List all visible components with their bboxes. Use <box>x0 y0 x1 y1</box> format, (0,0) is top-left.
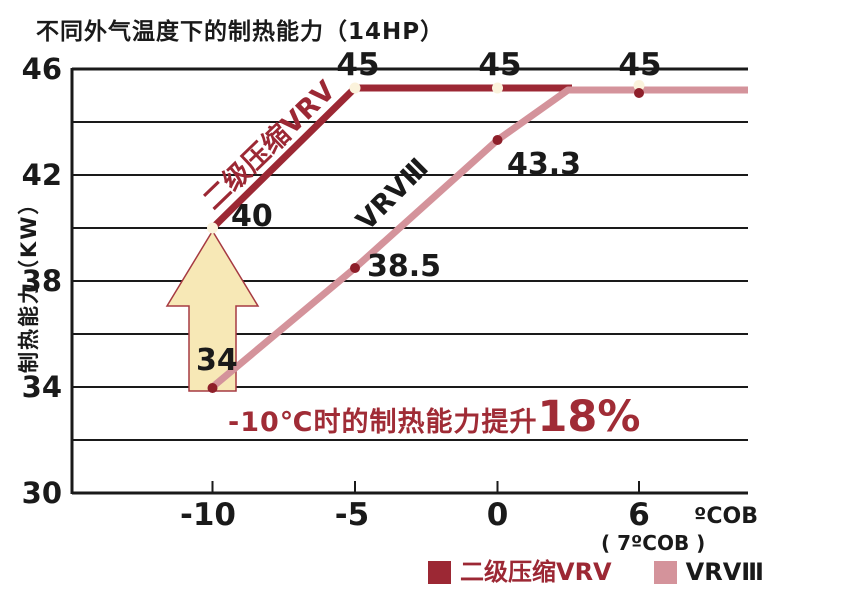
x-axis-note: ( 7ºCOB ) <box>601 531 706 555</box>
x-axis-unit: ºCOB <box>694 504 759 529</box>
y-tick-30: 30 <box>21 476 62 510</box>
legend-label-dark: 二级压缩VRV <box>460 558 612 586</box>
cream-marker-2 <box>492 82 503 94</box>
x-tick-neg5: -5 <box>334 497 370 533</box>
legend-swatch-dark-icon <box>428 560 451 584</box>
y-tick-38: 38 <box>21 264 62 298</box>
x-tick-6: 6 <box>628 497 650 533</box>
legend-item-dark: 二级压缩VRV <box>428 560 612 584</box>
cream-marker-1 <box>349 82 361 94</box>
legend: 二级压缩VRV VRVⅢ <box>428 560 764 584</box>
legend-item-pink: VRVⅢ <box>653 558 764 586</box>
point-label-45-6: 45 <box>618 47 662 83</box>
dark-marker-2 <box>492 135 503 145</box>
point-label-43-3: 43.3 <box>507 147 582 182</box>
point-label-34: 34 <box>196 343 238 378</box>
point-label-45-neg5: 45 <box>336 47 380 83</box>
point-label-38-5: 38.5 <box>367 249 442 284</box>
cream-marker-3 <box>633 80 645 91</box>
dark-marker-0 <box>207 383 218 393</box>
point-label-40: 40 <box>231 199 273 234</box>
annotation: -10℃时的制热能力提升 18% <box>228 392 640 442</box>
chart-title: 不同外气温度下的制热能力（14HP） <box>36 19 445 45</box>
x-tick-neg10: -10 <box>179 497 237 533</box>
cream-marker-0 <box>207 222 218 234</box>
legend-label-pink: VRVⅢ <box>685 558 764 586</box>
annotation-highlight: 18% <box>537 392 641 442</box>
x-tick-0: 0 <box>486 497 509 533</box>
y-tick-46: 46 <box>21 52 62 86</box>
point-label-45-0: 45 <box>478 47 522 83</box>
dark-marker-3 <box>634 88 644 98</box>
y-tick-34: 34 <box>21 370 62 404</box>
legend-swatch-pink-icon <box>653 560 677 584</box>
annotation-text: -10℃时的制热能力提升 <box>228 407 538 438</box>
y-tick-42: 42 <box>21 158 62 192</box>
dark-marker-1 <box>350 263 360 273</box>
